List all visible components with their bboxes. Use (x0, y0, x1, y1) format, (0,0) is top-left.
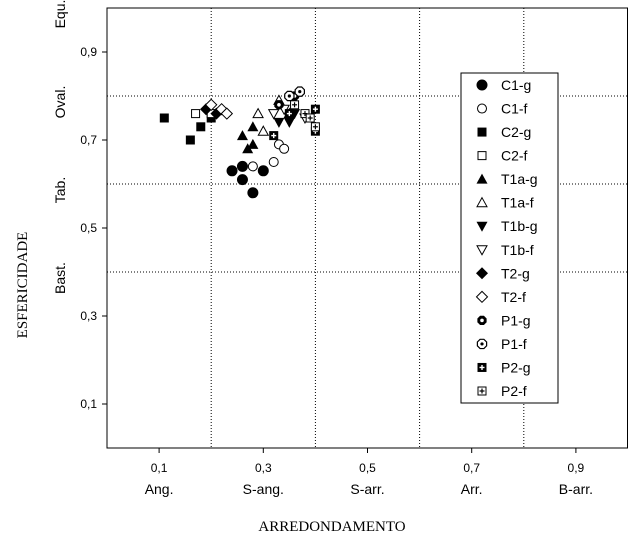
x-class-label: S-ang. (243, 481, 284, 497)
point-t1a-f-1 (257, 125, 270, 136)
point-c2-f-0 (191, 109, 201, 119)
legend-marker-t1b-f (476, 245, 488, 256)
legend-marker-p2-f (477, 386, 487, 396)
point-p2-g-1 (284, 109, 294, 119)
point-p2-g-0 (269, 131, 279, 141)
x-class-label: S-arr. (350, 481, 384, 497)
legend-label: C2-f (501, 148, 528, 164)
point-t1a-f-0 (252, 107, 264, 119)
y-axis-label: ESFERICIDADE (15, 232, 31, 339)
point-t1a-g-0 (236, 130, 248, 141)
x-class-label: Arr. (461, 481, 483, 497)
point-c1-f-1 (268, 157, 279, 167)
point-c1-f-0 (247, 161, 258, 172)
y-tick-label: 0,1 (80, 397, 97, 411)
point-t1b-g-0 (273, 117, 285, 128)
point-c1-g-4 (257, 165, 269, 177)
point-c2-g-1 (185, 135, 195, 145)
legend-marker-c1-f (477, 103, 487, 114)
x-tick-label: 0,7 (463, 461, 480, 475)
point-t2-f-0 (204, 98, 218, 112)
point-p1-g-0 (274, 100, 284, 110)
x-class-label: Ang. (145, 481, 174, 497)
y-tick-label: 0,3 (80, 309, 97, 323)
point-p1-f-0 (284, 90, 295, 102)
point-c1-g-3 (247, 187, 259, 199)
point-t1b-g-1 (283, 117, 295, 128)
legend-label: P1-f (501, 336, 527, 352)
x-axis-label: ARREDONDAMENTO (258, 519, 405, 535)
x-tick-label: 0,9 (568, 461, 585, 475)
legend-label: T2-f (501, 289, 526, 305)
legend-label: T2-g (501, 265, 530, 281)
legend-marker-t2-f (475, 290, 489, 304)
point-p2-f-0 (290, 100, 300, 110)
class-labels: Ang. S-ang. S-arr. Arr. B-arr. Bast. Tab. Oval.… (52, 0, 593, 497)
x-tick-label: 0,3 (255, 461, 272, 475)
legend-marker-t1a-g (476, 173, 488, 184)
point-p2-f-2 (305, 113, 315, 123)
legend-marker-t2-g (476, 267, 488, 280)
legend-label: T1a-g (501, 171, 538, 187)
point-c1-g-0 (226, 165, 238, 177)
legend-box (460, 72, 559, 404)
data-points (159, 86, 320, 199)
y-class-label: Oval. (52, 86, 68, 119)
x-tick-label: 0,1 (151, 461, 168, 475)
point-t1a-g-1 (242, 143, 254, 154)
point-t1a-g-3 (247, 138, 259, 149)
legend-marker-t1a-f (476, 196, 488, 208)
legend: C1-g C1-f C2-g C2-f T1a-g T1a-f T1b-g T1b-f T2-g… (460, 72, 559, 404)
y-tick-label: 0,9 (80, 45, 97, 59)
y-tick-label: 0,5 (80, 221, 97, 235)
legend-label: T1b-g (501, 218, 538, 234)
point-p2-f-3 (310, 122, 320, 132)
x-tick-label: 0,5 (359, 461, 376, 475)
y-class-label: Bast. (52, 262, 68, 294)
axis-tick-labels: 0,1 0,3 0,5 0,7 0,9 0,1 0,3 0,5 0,7 0,9 (80, 45, 584, 475)
point-c2-g-0 (159, 113, 169, 123)
x-class-label: B-arr. (559, 481, 593, 497)
point-p1-f-1 (294, 86, 305, 97)
point-c1-f-3 (279, 143, 290, 154)
point-c1-g-1 (236, 160, 248, 172)
point-p2-g-2 (310, 104, 320, 114)
legend-label: P1-g (501, 312, 531, 328)
legend-label: P2-f (501, 383, 527, 399)
legend-marker-c2-f (477, 151, 487, 161)
axis-ticks (102, 51, 577, 453)
legend-marker-p1-g (477, 315, 487, 326)
point-c2-g-2 (196, 122, 206, 132)
legend-label: C2-g (501, 124, 531, 140)
legend-marker-t1b-g (476, 221, 488, 232)
point-c1-g-2 (236, 174, 248, 186)
y-class-label: Equ. (52, 0, 68, 28)
y-class-label: Tab. (52, 177, 68, 203)
point-t1b-f-0 (267, 109, 280, 120)
legend-marker-c2-g (477, 127, 487, 137)
legend-label: T1b-f (501, 242, 534, 258)
legend-marker-p2-g (477, 362, 487, 372)
y-tick-label: 0,7 (80, 133, 97, 147)
legend-label: P2-g (501, 359, 531, 375)
legend-label: T1a-f (501, 195, 534, 211)
legend-marker-c1-g (476, 79, 488, 91)
point-t1a-g-2 (247, 121, 259, 132)
legend-marker-p1-f (476, 338, 488, 350)
legend-label: C1-f (501, 101, 528, 117)
point-t2-f-2 (220, 107, 234, 120)
legend-label: C1-g (501, 77, 531, 93)
